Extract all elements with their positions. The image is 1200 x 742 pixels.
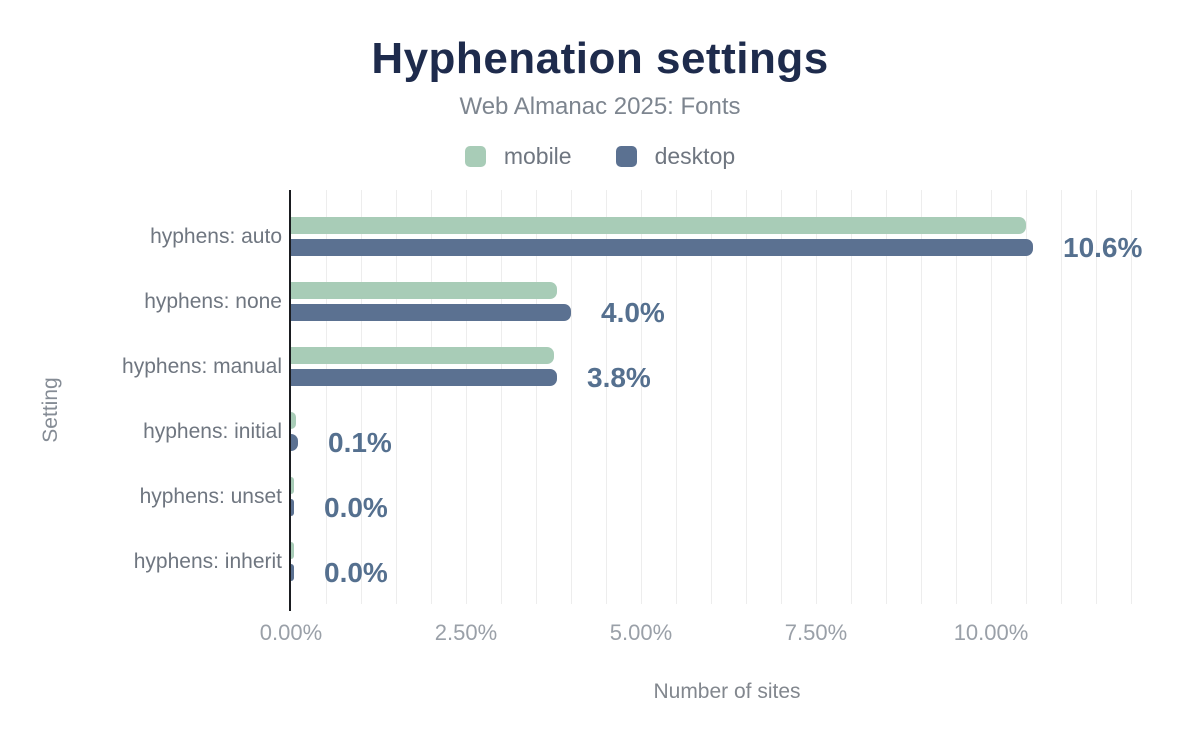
gridline [500, 190, 502, 604]
desktop-bar-hyphens-manual [291, 369, 557, 386]
gridline [850, 190, 852, 604]
gridline [1025, 190, 1027, 604]
category-label-hyphens-initial: hyphens: initial [143, 419, 282, 443]
desktop-bar-hyphens-inherit [291, 564, 294, 581]
y-axis-line [289, 190, 291, 611]
gridline [360, 190, 362, 604]
gridline [955, 190, 957, 604]
x-tick-label-2-50: 2.50% [434, 620, 498, 645]
value-label-hyphens-manual: 3.8% [587, 361, 651, 393]
mobile-bar-hyphens-none [291, 282, 557, 299]
gridline [1060, 190, 1062, 604]
desktop-bar-hyphens-unset [291, 499, 294, 516]
category-label-hyphens-inherit: hyphens: inherit [133, 549, 282, 573]
chart-title: Hyphenation settings [371, 34, 829, 83]
legend-label-mobile: mobile [503, 143, 572, 169]
gridline [640, 190, 642, 604]
mobile-swatch-icon [464, 146, 486, 167]
desktop-bar-hyphens-initial [291, 434, 298, 451]
x-tick-label-7-50: 7.50% [784, 620, 848, 645]
gridline [990, 190, 992, 604]
mobile-bar-hyphens-unset [291, 477, 294, 494]
gridline [535, 190, 537, 604]
gridline [465, 190, 467, 604]
gridline [815, 190, 817, 604]
gridline [920, 190, 922, 604]
category-label-hyphens-unset: hyphens: unset [139, 484, 282, 508]
gridline [710, 190, 712, 604]
gridline [745, 190, 747, 604]
gridline [430, 190, 432, 604]
legend-item-mobile: mobile [464, 143, 572, 170]
category-label-hyphens-auto: hyphens: auto [150, 224, 282, 248]
x-tick-label-5-00: 5.00% [609, 620, 673, 645]
category-label-hyphens-none: hyphens: none [144, 289, 282, 313]
value-label-hyphens-auto: 10.6% [1063, 231, 1143, 263]
desktop-swatch-icon [615, 146, 637, 167]
legend-item-desktop: desktop [615, 143, 736, 170]
gridline [1130, 190, 1132, 604]
mobile-bar-hyphens-inherit [291, 542, 294, 559]
mobile-bar-hyphens-initial [291, 412, 296, 429]
legend: mobile desktop [0, 143, 1200, 170]
gridline [885, 190, 887, 604]
y-axis-title: Setting [39, 377, 62, 443]
gridline [605, 190, 607, 604]
mobile-bar-hyphens-manual [291, 347, 554, 364]
gridline [325, 190, 327, 604]
value-label-hyphens-inherit: 0.0% [324, 556, 388, 588]
gridline [780, 190, 782, 604]
value-label-hyphens-unset: 0.0% [324, 491, 388, 523]
legend-label-desktop: desktop [654, 143, 736, 169]
gridline [570, 190, 572, 604]
value-label-hyphens-initial: 0.1% [328, 426, 392, 458]
gridline [675, 190, 677, 604]
desktop-bar-hyphens-auto [291, 239, 1033, 256]
mobile-bar-hyphens-auto [291, 217, 1026, 234]
chart-subtitle: Web Almanac 2025: Fonts [459, 93, 741, 120]
plot-area: hyphens: auto 10.6% hyphens: none 4.0% hyphe… [122, 190, 1142, 645]
gridline [1095, 190, 1097, 604]
x-axis-title: Number of sites [653, 680, 801, 703]
category-label-hyphens-manual: hyphens: manual [122, 354, 282, 378]
x-tick-label-0-00: 0.00% [259, 620, 323, 645]
desktop-bar-hyphens-none [291, 304, 571, 321]
value-label-hyphens-none: 4.0% [601, 296, 665, 328]
gridline [395, 190, 397, 604]
x-tick-label-10-00: 10.00% [953, 620, 1029, 645]
